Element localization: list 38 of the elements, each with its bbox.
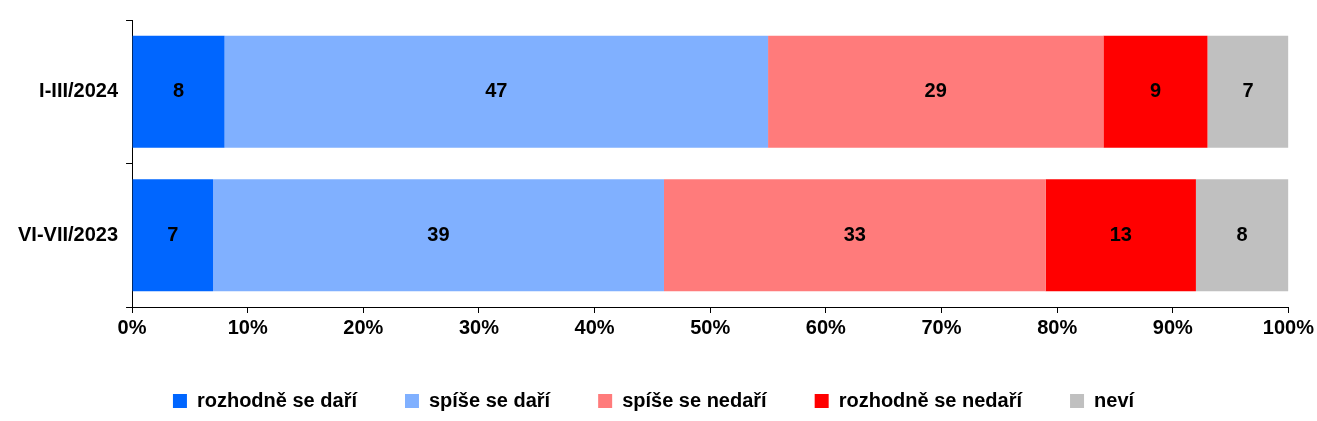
data-label: 7: [1242, 79, 1254, 102]
x-tick-label: 60%: [805, 315, 847, 338]
x-tick-label: 20%: [343, 315, 384, 338]
bar: [1045, 179, 1196, 292]
data-label: 9: [1149, 79, 1161, 102]
bar: [132, 35, 225, 148]
legend-label: rozhodně se nedaří: [838, 388, 1024, 411]
bar: [768, 35, 1104, 148]
data-label: 39: [427, 222, 450, 245]
x-tick-label: 40%: [574, 315, 615, 338]
legend-label: neví: [1094, 388, 1136, 411]
x-tick-label: 80%: [1037, 315, 1078, 338]
x-tick-label: 70%: [921, 315, 962, 338]
data-label: 13: [1109, 222, 1132, 245]
legend-label: spíše se nedaří: [622, 388, 769, 411]
data-label: 29: [924, 79, 947, 102]
x-tick-label: 10%: [227, 315, 268, 338]
data-label: 47: [485, 79, 508, 102]
data-label: 7: [167, 222, 179, 245]
data-label: 33: [843, 222, 866, 245]
bar: [1207, 35, 1289, 148]
x-tick-label: 50%: [690, 315, 731, 338]
x-tick-label: 30%: [458, 315, 500, 338]
bar: [1195, 179, 1289, 292]
x-tick-label: 100%: [1262, 315, 1315, 338]
bar: [663, 179, 1046, 292]
data-label: 8: [173, 79, 185, 102]
bar: [132, 179, 213, 292]
bar: [213, 179, 664, 292]
y-tick-label: VI-VII/2023: [18, 222, 119, 245]
x-tick-label: 0%: [117, 315, 147, 338]
legend-label: spíše se daří: [428, 388, 552, 411]
data-label: 8: [1236, 222, 1248, 245]
bar: [1103, 35, 1208, 148]
bar: [224, 35, 769, 148]
y-tick-label: I-III/2024: [39, 79, 119, 102]
legend-label: rozhodně se daří: [196, 388, 359, 411]
x-tick-label: 90%: [1152, 315, 1194, 338]
